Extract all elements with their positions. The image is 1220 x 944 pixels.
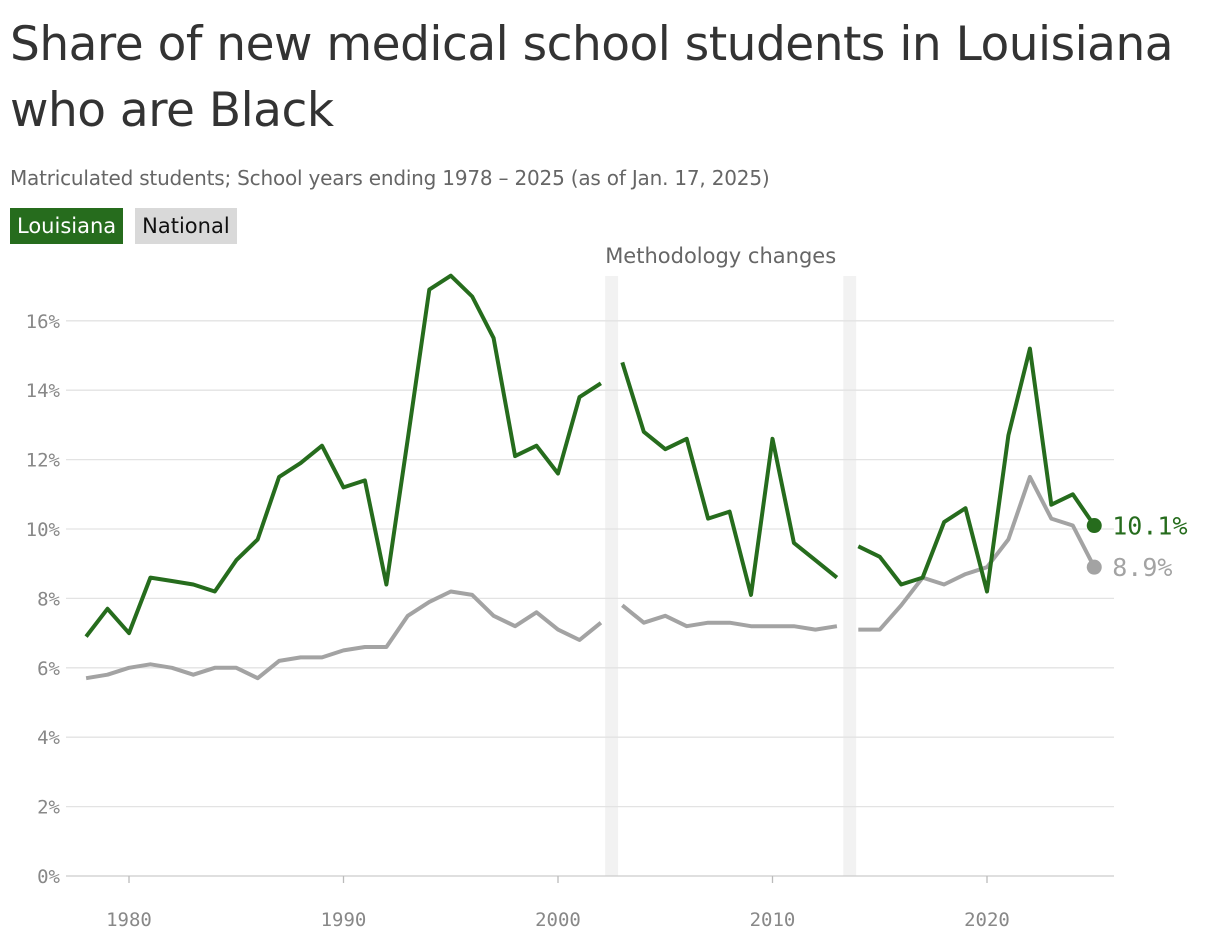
louisiana-line-segment-2 <box>620 361 839 597</box>
national-end-label: 8.9% <box>1112 553 1172 582</box>
louisiana-line-segment-3 <box>857 346 1096 594</box>
chart-subtitle: Matriculated students; School years endi… <box>10 166 770 190</box>
national-end-point <box>1086 559 1102 575</box>
x-tick-label: 1990 <box>321 909 367 931</box>
x-tick-label: 2010 <box>750 909 796 931</box>
louisiana-end-label: 10.1% <box>1112 512 1187 541</box>
series-lines <box>84 273 1097 681</box>
y-tick-label: 16% <box>26 311 61 333</box>
legend: Louisiana National <box>10 208 237 244</box>
y-tick-label: 2% <box>37 797 60 819</box>
methodology-annotation: Methodology changes <box>605 244 836 268</box>
y-tick-label: 14% <box>26 380 61 402</box>
national-line-segment-3 <box>858 474 1097 632</box>
y-tick-label: 0% <box>37 866 60 888</box>
legend-item-louisiana: Louisiana <box>10 208 124 244</box>
y-tick-label: 8% <box>37 588 60 610</box>
y-axis: 0% 2% 4% 6% 8% 10% 12% 14% 16% <box>26 311 61 888</box>
line-chart: 0% 2% 4% 6% 8% 10% 12% 14% 16% 1980 1990 2000 2010 2… <box>26 244 1188 931</box>
y-tick-label: 12% <box>26 450 61 472</box>
y-tick-label: 10% <box>26 519 61 541</box>
methodology-band-2 <box>843 276 857 876</box>
gridlines <box>66 320 1114 877</box>
x-tick-label: 2020 <box>964 909 1010 931</box>
y-tick-label: 6% <box>37 658 60 680</box>
national-line-segment-1 <box>85 589 603 681</box>
louisiana-end-point <box>1086 518 1102 534</box>
chart-title: Share of new medical school students in … <box>10 17 1174 138</box>
x-axis: 1980 1990 2000 2010 2020 <box>106 876 1010 931</box>
national-line-segment-2 <box>621 603 838 632</box>
x-tick-label: 2000 <box>535 909 581 931</box>
louisiana-line-segment-1 <box>84 273 602 638</box>
methodology-bands <box>605 276 857 876</box>
end-labels: 10.1% 8.9% <box>1086 512 1188 582</box>
x-tick-label: 1980 <box>106 909 152 931</box>
methodology-band-1 <box>605 276 619 876</box>
y-tick-label: 4% <box>37 727 60 749</box>
legend-item-national: National <box>135 208 237 244</box>
